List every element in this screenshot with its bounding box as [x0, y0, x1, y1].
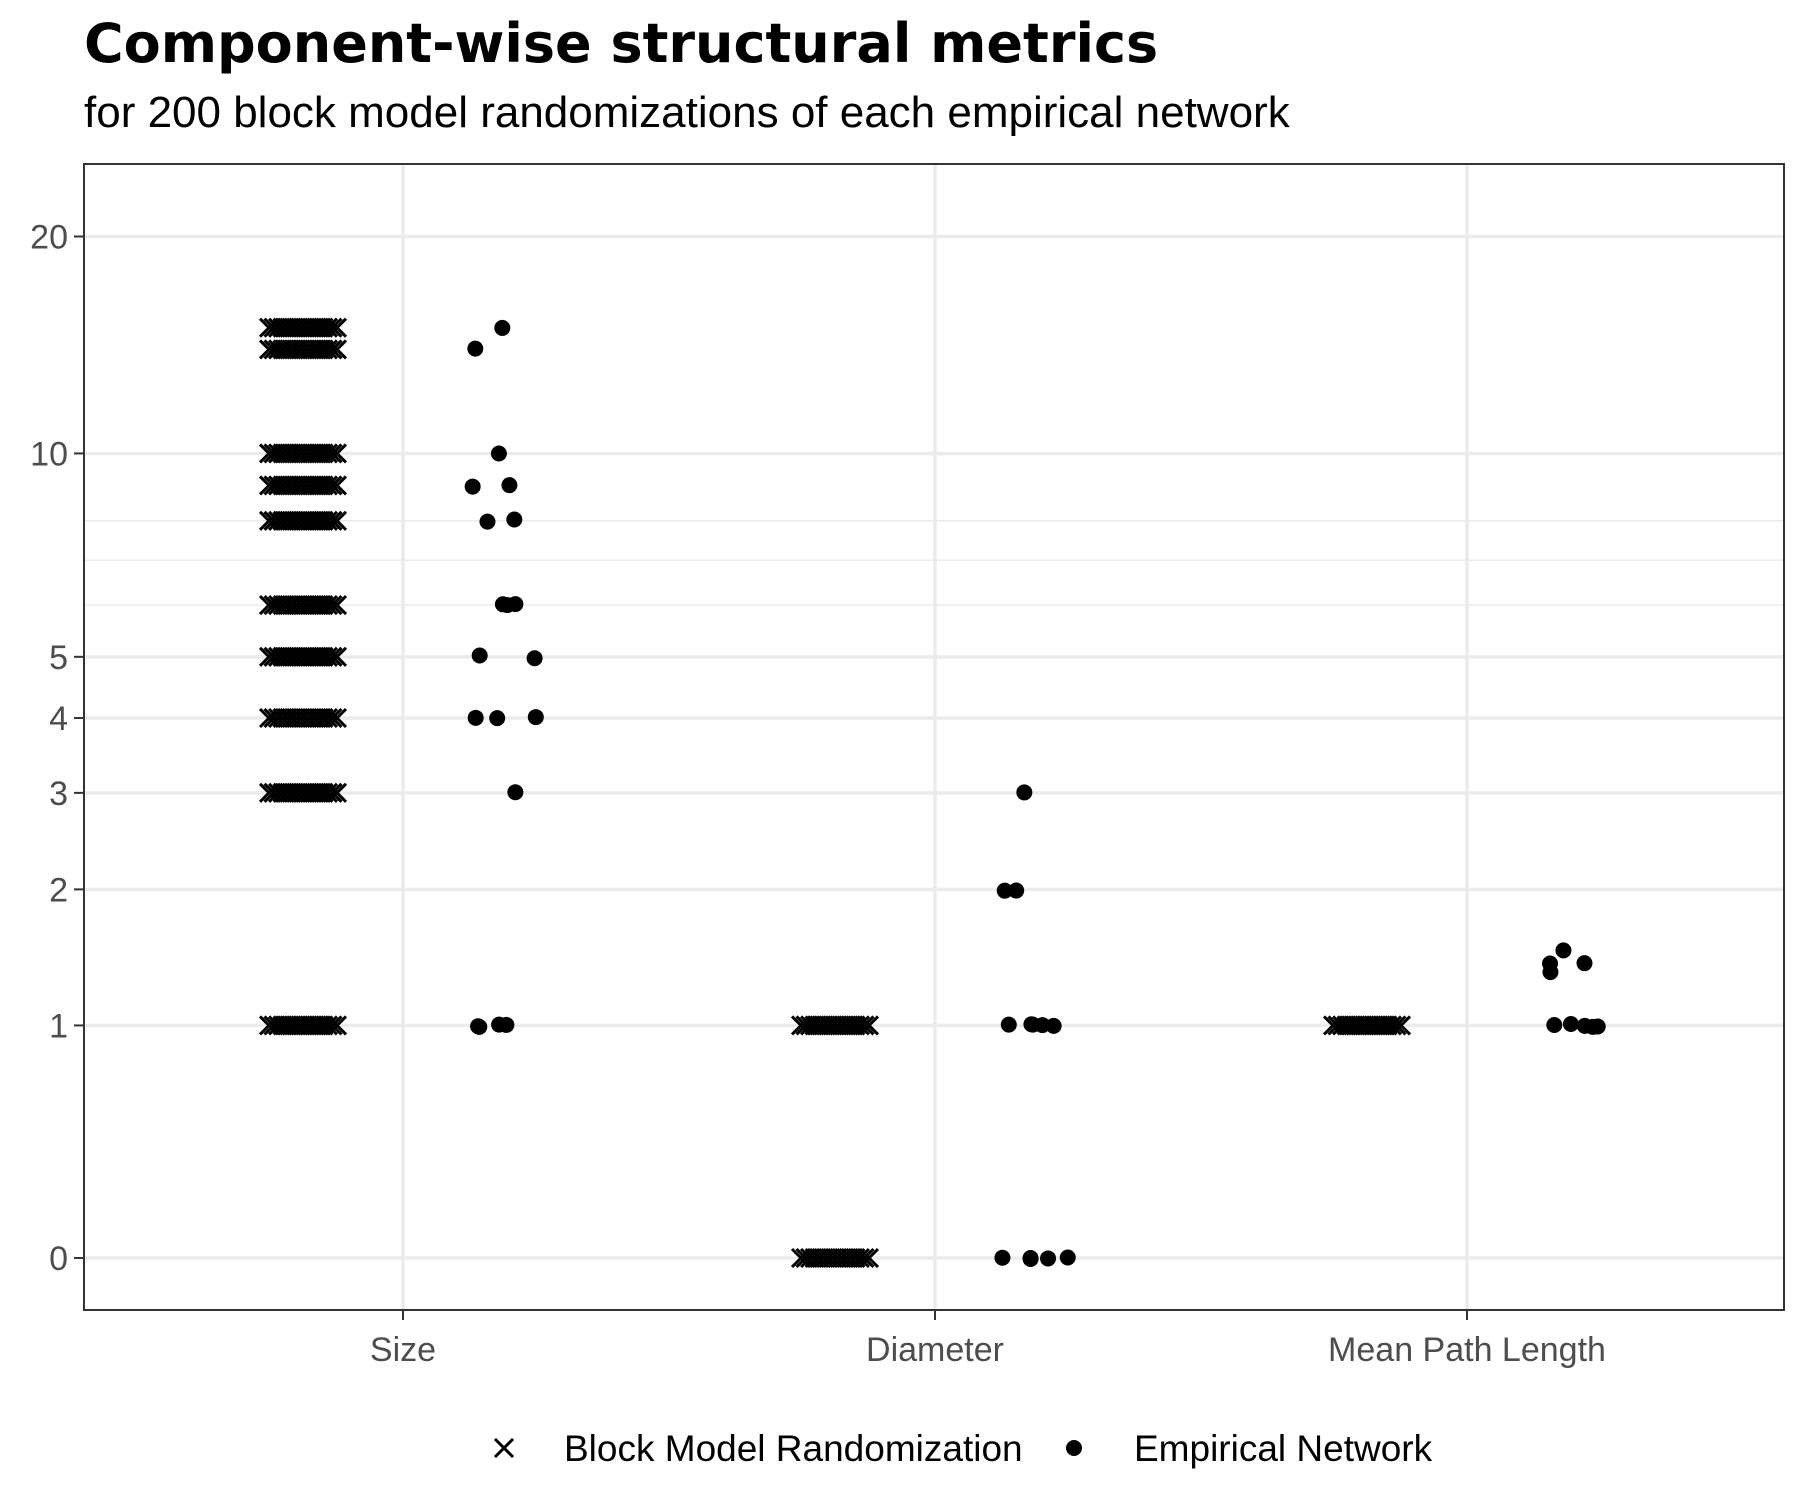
empirical-point	[479, 513, 496, 530]
empirical-point	[471, 647, 488, 664]
empirical-point	[1576, 955, 1593, 972]
x-tick-label: Mean Path Length	[1328, 1331, 1606, 1369]
randomization-point	[326, 646, 348, 667]
randomization-point	[326, 1015, 348, 1036]
marks-layer	[258, 317, 1606, 1269]
x-tick-label: Diameter	[866, 1331, 1004, 1369]
legend-label: Block Model Randomization	[564, 1428, 1023, 1469]
empirical-point	[1059, 1249, 1076, 1266]
randomization-point	[317, 510, 338, 531]
empirical-point	[506, 511, 523, 528]
randomization-point	[326, 595, 348, 616]
y-tick-label: 1	[49, 1007, 68, 1045]
empirical-point	[527, 709, 544, 726]
randomization-point	[317, 317, 338, 338]
empirical-point	[464, 478, 481, 495]
randomization-point	[322, 475, 343, 496]
randomization-point	[317, 595, 338, 616]
empirical-point	[1023, 1016, 1040, 1033]
y-tick-label: 20	[30, 219, 68, 257]
randomization-point	[322, 646, 343, 667]
randomization-point	[854, 1015, 875, 1036]
empirical-point	[507, 784, 524, 801]
y-tick-label: 0	[49, 1240, 68, 1278]
randomization-point	[317, 646, 338, 667]
y-tick-label: 4	[49, 700, 68, 738]
empirical-point	[467, 340, 484, 357]
empirical-point	[1008, 882, 1025, 899]
empirical-point	[1000, 1016, 1017, 1033]
randomization-point	[858, 1247, 880, 1269]
randomization-point	[322, 595, 343, 616]
legend-cross-icon	[493, 1437, 515, 1459]
chart-subtitle: for 200 block model randomizations of ea…	[84, 88, 1290, 137]
empirical-point	[467, 709, 484, 726]
randomization-point	[1386, 1015, 1407, 1036]
randomization-point	[326, 443, 348, 464]
y-tick-label: 2	[49, 871, 68, 909]
randomization-point	[326, 475, 348, 496]
randomization-point	[317, 1015, 338, 1036]
empirical-point	[1040, 1250, 1057, 1267]
randomization-point	[317, 782, 338, 803]
empirical-point	[1562, 1016, 1579, 1033]
randomization-point	[326, 707, 348, 729]
randomization-point	[317, 339, 338, 360]
randomization-point	[854, 1247, 875, 1269]
randomization-point	[326, 339, 348, 360]
randomization-point	[322, 443, 343, 464]
randomization-point	[317, 707, 338, 729]
empirical-point	[501, 477, 518, 494]
empirical-point	[1546, 1017, 1563, 1034]
empirical-point	[1016, 784, 1033, 801]
empirical-point	[1542, 964, 1559, 981]
empirical-point	[996, 882, 1013, 899]
randomization-point	[322, 317, 343, 338]
empirical-point	[1555, 942, 1572, 959]
chart-title: Component-wise structural metrics	[84, 12, 1159, 75]
randomization-point	[322, 339, 343, 360]
empirical-point	[470, 1018, 487, 1035]
randomization-point	[322, 510, 343, 531]
axis-layer: 0 1 2 3 4 5 10 20 Size Diameter Mean Path Length	[30, 219, 1606, 1370]
randomization-point	[1381, 1015, 1402, 1036]
randomization-point	[849, 1247, 870, 1269]
randomization-point	[322, 1015, 343, 1036]
randomization-point	[1390, 1015, 1412, 1036]
empirical-point	[499, 597, 516, 614]
randomization-point	[326, 317, 348, 338]
randomization-point	[326, 782, 348, 803]
legend-label: Empirical Network	[1134, 1428, 1433, 1469]
empirical-point	[994, 1249, 1011, 1266]
randomization-point	[849, 1015, 870, 1036]
empirical-point	[1589, 1018, 1606, 1035]
empirical-point	[490, 445, 507, 462]
randomization-point	[317, 475, 338, 496]
randomization-point	[317, 443, 338, 464]
grid-layer	[84, 164, 1784, 1310]
randomization-point	[858, 1015, 880, 1036]
empirical-point	[494, 319, 511, 336]
empirical-point	[526, 650, 543, 667]
y-tick-label: 3	[49, 775, 68, 813]
x-tick-label: Size	[370, 1331, 436, 1369]
y-tick-label: 10	[30, 435, 68, 473]
empirical-point	[489, 710, 506, 727]
legend: Block Model Randomization Empirical Netwo…	[493, 1428, 1433, 1469]
empirical-point	[1022, 1251, 1039, 1268]
randomization-point	[322, 707, 343, 729]
empirical-point	[1576, 1017, 1593, 1034]
y-tick-label: 5	[49, 639, 68, 677]
randomization-point	[326, 510, 348, 531]
randomization-point	[322, 782, 343, 803]
legend-dot-icon	[1066, 1440, 1082, 1456]
empirical-point	[1045, 1017, 1062, 1034]
empirical-point	[498, 1016, 515, 1033]
